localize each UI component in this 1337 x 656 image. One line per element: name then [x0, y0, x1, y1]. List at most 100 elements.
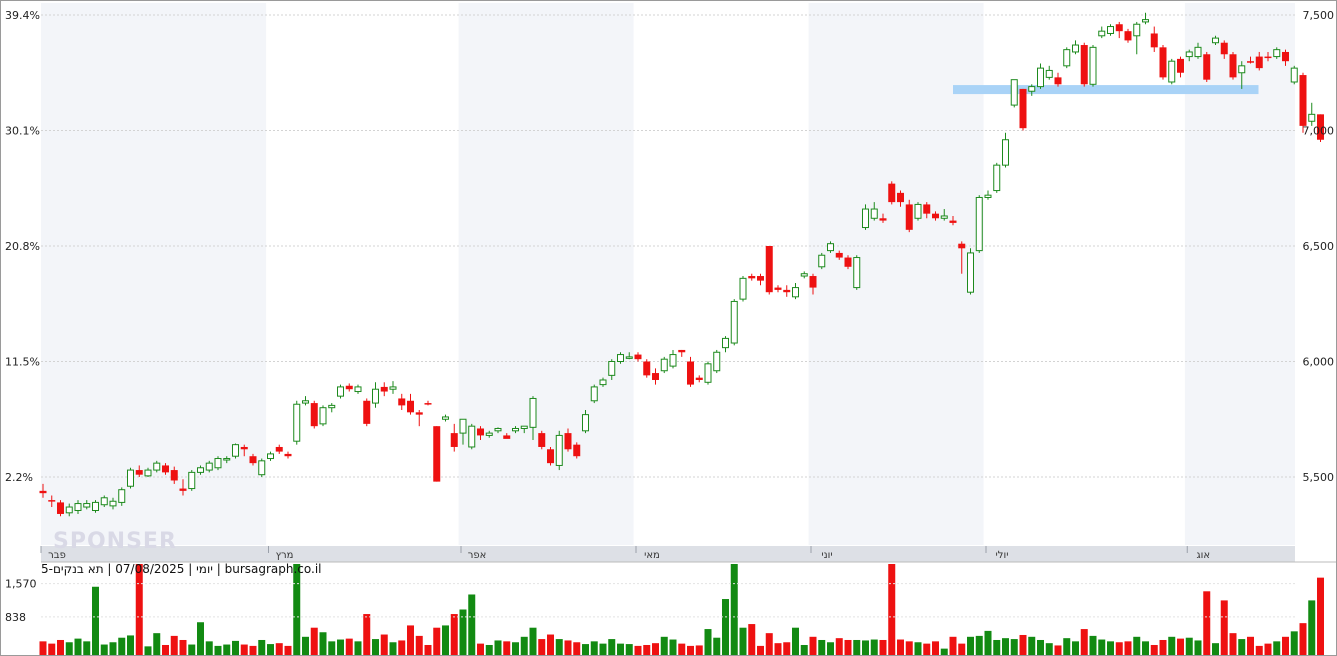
candle-body — [1054, 77, 1062, 85]
candle-body — [328, 404, 336, 409]
volume-bar — [162, 644, 169, 655]
volume-bar — [932, 641, 939, 655]
candle-body — [1238, 65, 1246, 74]
candle-body — [1317, 114, 1324, 140]
volume-bar — [1098, 639, 1106, 655]
volume-bar — [1142, 641, 1149, 655]
volume-bar — [258, 639, 266, 655]
volume-bar — [223, 644, 231, 655]
candle-body — [83, 503, 91, 508]
candle-body — [65, 506, 73, 514]
candle-body — [853, 257, 861, 289]
volume-bar — [1168, 636, 1176, 655]
month-band — [41, 3, 267, 545]
volume-bar — [127, 635, 134, 655]
volume-bar — [529, 627, 537, 655]
volume-bar — [1229, 633, 1237, 655]
volume-bar — [118, 637, 126, 655]
volume-bar — [573, 642, 581, 655]
volume-bar — [520, 636, 528, 655]
volume-bar — [757, 645, 764, 655]
volume-bar — [555, 639, 563, 655]
volume-bar — [83, 641, 91, 655]
candle-body — [302, 400, 309, 404]
volume-bar — [722, 599, 729, 655]
volume-bar — [713, 637, 721, 655]
volume-bar — [494, 640, 502, 655]
candle-body — [468, 425, 476, 448]
volume-bar — [905, 641, 913, 655]
candle-body — [197, 467, 204, 473]
candle-body — [433, 426, 441, 482]
volume-bar — [354, 641, 362, 655]
candle-body — [398, 398, 406, 406]
month-band — [808, 3, 984, 545]
volume-bar — [442, 625, 449, 655]
candle-body — [1133, 23, 1141, 37]
volume-bar — [1010, 639, 1018, 655]
volume-bar — [1159, 639, 1167, 655]
chart-info: יומי | 07/08/2025 | תא בנקים-5 | bursagr… — [41, 562, 322, 576]
candle-body — [1177, 58, 1184, 73]
volume-bar — [65, 642, 73, 655]
volume-bar — [249, 645, 257, 655]
candle-body — [258, 460, 266, 476]
candle-body — [520, 425, 528, 429]
volume-bar — [914, 642, 922, 655]
month-label: מאי — [644, 550, 660, 561]
symbol-label: תא בנקים-5 — [41, 562, 104, 576]
candle-body — [512, 427, 519, 432]
volume-bar — [1124, 641, 1132, 655]
candle-body — [975, 196, 983, 252]
candle-body — [127, 469, 134, 487]
volume-bar — [1220, 600, 1228, 655]
price-tick-label: 6,000 — [1303, 356, 1335, 369]
volume-bar — [337, 639, 344, 655]
gridlines — [41, 14, 1295, 478]
candle-body — [240, 446, 248, 450]
volume-bar — [669, 639, 677, 655]
volume-bar — [783, 642, 791, 655]
volume-bar — [109, 642, 117, 655]
candle-body — [608, 361, 616, 376]
volume-tick-label: 1,570 — [5, 578, 37, 591]
candle-body — [389, 386, 397, 390]
candle-body — [477, 428, 484, 436]
percent-tick-label: 30.1% — [5, 125, 40, 138]
volume-bar — [739, 627, 747, 655]
candle-body — [617, 354, 624, 363]
candle-body — [792, 287, 799, 298]
volume-axis: 1,570 838 — [5, 578, 1295, 624]
volume-bar — [39, 641, 47, 655]
volume-bar — [660, 636, 668, 655]
candle-body — [748, 276, 756, 279]
candle-body — [687, 361, 694, 385]
candle-body — [897, 192, 904, 203]
volume-bar — [643, 644, 651, 655]
candle-body — [162, 465, 169, 473]
candle-body — [958, 243, 966, 249]
volume-tick-label: 838 — [5, 611, 26, 624]
candle-body — [232, 444, 239, 457]
month-strip — [41, 546, 1295, 562]
volume-bar — [1115, 642, 1123, 655]
candle-body — [818, 254, 826, 268]
candle-body — [1010, 79, 1018, 106]
candle-body — [92, 501, 99, 511]
candle-body — [450, 433, 458, 447]
candle-body — [704, 363, 712, 383]
volume-bar — [1028, 636, 1036, 655]
candle-body — [564, 433, 572, 450]
candle-body — [1273, 49, 1281, 58]
volume-bar — [197, 622, 204, 655]
candle-body — [1150, 33, 1158, 48]
candle-body — [783, 289, 791, 293]
candle-body — [494, 427, 502, 432]
month-label: אפר — [468, 550, 487, 561]
candle-body — [1220, 42, 1228, 55]
candle-body — [1212, 37, 1219, 44]
volume-bar — [293, 564, 301, 655]
month-label: אוג — [1196, 550, 1210, 561]
volume-bar — [1054, 645, 1062, 655]
period-label: יומי — [196, 562, 213, 576]
